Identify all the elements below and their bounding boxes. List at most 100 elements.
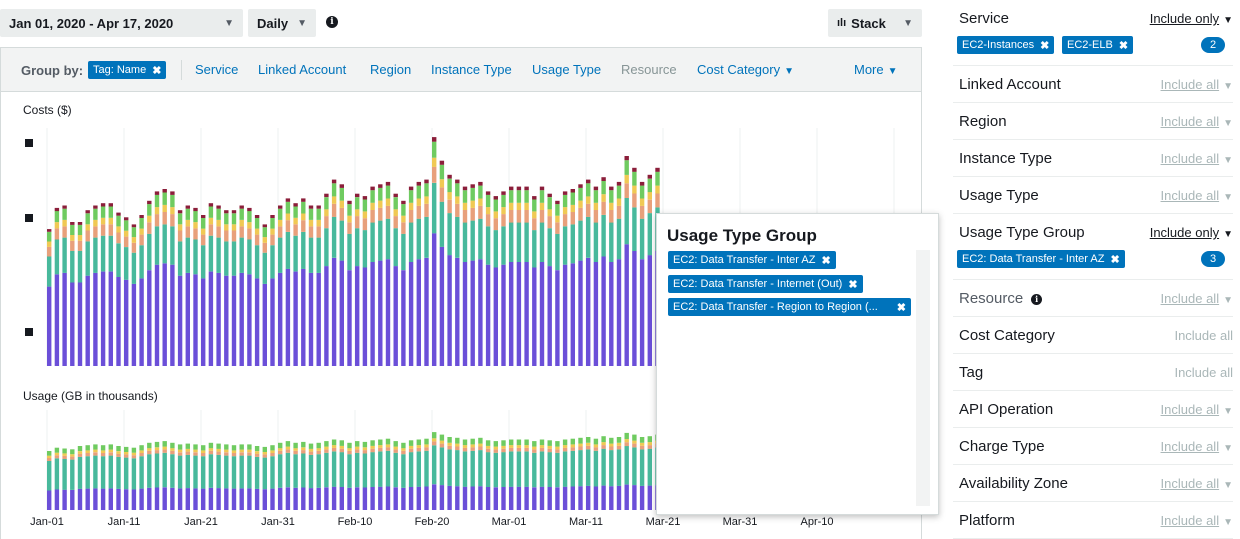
bar-segment[interactable] <box>432 233 437 366</box>
bar-segment[interactable] <box>393 209 398 217</box>
bar-segment[interactable] <box>308 208 314 220</box>
bar-segment[interactable] <box>47 241 52 247</box>
bar-segment[interactable] <box>224 224 229 231</box>
bar-segment[interactable] <box>485 440 491 446</box>
bar-segment[interactable] <box>239 488 244 510</box>
bar-segment[interactable] <box>308 272 314 366</box>
bar-segment[interactable] <box>154 207 160 215</box>
bar-segment[interactable] <box>201 450 206 453</box>
bar-segment[interactable] <box>616 181 622 186</box>
bar-segment[interactable] <box>408 190 414 203</box>
bar-segment[interactable] <box>570 450 575 487</box>
bar-segment[interactable] <box>93 444 98 450</box>
bar-segment[interactable] <box>339 184 344 188</box>
bar-segment[interactable] <box>293 442 298 449</box>
bar-segment[interactable] <box>147 270 152 366</box>
bar-segment[interactable] <box>100 203 106 207</box>
filter-mode-dropdown[interactable]: Include all ▼ <box>1161 151 1233 166</box>
bar-segment[interactable] <box>632 171 637 186</box>
bar-segment[interactable] <box>216 272 221 366</box>
bar-segment[interactable] <box>224 488 229 510</box>
bar-segment[interactable] <box>185 443 190 449</box>
bar-segment[interactable] <box>586 485 591 510</box>
bar-segment[interactable] <box>316 450 321 455</box>
bar-segment[interactable] <box>193 211 198 223</box>
bar-segment[interactable] <box>54 222 60 229</box>
bar-segment[interactable] <box>93 488 98 510</box>
filter-chip[interactable]: EC2-ELB ✖ <box>1062 36 1134 54</box>
bar-segment[interactable] <box>616 485 622 510</box>
bar-segment[interactable] <box>616 442 622 446</box>
bar-segment[interactable] <box>347 448 352 451</box>
bar-segment[interactable] <box>493 441 498 447</box>
bar-segment[interactable] <box>170 487 175 510</box>
bar-segment[interactable] <box>347 233 352 271</box>
bar-segment[interactable] <box>609 443 614 447</box>
bar-segment[interactable] <box>147 454 152 488</box>
bar-segment[interactable] <box>124 279 129 366</box>
bar-segment[interactable] <box>601 194 606 202</box>
bar-segment[interactable] <box>370 487 375 510</box>
bar-segment[interactable] <box>193 455 198 489</box>
bar-segment[interactable] <box>562 486 568 510</box>
bar-segment[interactable] <box>462 439 468 446</box>
bar-segment[interactable] <box>501 207 506 215</box>
bar-segment[interactable] <box>170 214 175 227</box>
bar-segment[interactable] <box>339 448 344 453</box>
bar-segment[interactable] <box>362 199 368 212</box>
bar-segment[interactable] <box>47 490 52 511</box>
bar-segment[interactable] <box>316 442 321 449</box>
bar-segment[interactable] <box>424 216 429 258</box>
bar-segment[interactable] <box>70 459 75 490</box>
bar-segment[interactable] <box>470 260 475 366</box>
bar-segment[interactable] <box>254 456 260 489</box>
bar-segment[interactable] <box>562 226 568 265</box>
bar-segment[interactable] <box>509 210 514 223</box>
filter-usage-type[interactable]: Usage Type Include all ▼ <box>953 177 1233 214</box>
bar-segment[interactable] <box>655 193 660 208</box>
bar-segment[interactable] <box>293 487 298 510</box>
bar-segment[interactable] <box>262 227 267 238</box>
bar-segment[interactable] <box>139 450 144 453</box>
bar-segment[interactable] <box>208 224 214 236</box>
bar-segment[interactable] <box>308 488 314 510</box>
bar-segment[interactable] <box>539 447 545 452</box>
bar-segment[interactable] <box>447 213 452 256</box>
bar-segment[interactable] <box>77 250 83 283</box>
bar-segment[interactable] <box>378 451 383 487</box>
bar-segment[interactable] <box>355 446 360 450</box>
bar-segment[interactable] <box>455 486 460 510</box>
bar-segment[interactable] <box>170 448 175 451</box>
bar-segment[interactable] <box>93 272 98 366</box>
bar-segment[interactable] <box>524 445 529 448</box>
bar-segment[interactable] <box>177 224 183 231</box>
bar-segment[interactable] <box>547 487 552 510</box>
bar-segment[interactable] <box>231 275 237 366</box>
bar-segment[interactable] <box>262 283 267 366</box>
bar-segment[interactable] <box>478 198 483 206</box>
bar-segment[interactable] <box>108 224 113 236</box>
filter-region[interactable]: Region Include all ▼ <box>953 103 1233 140</box>
bar-segment[interactable] <box>586 449 591 486</box>
bar-segment[interactable] <box>416 486 421 510</box>
bar-segment[interactable] <box>285 441 291 447</box>
bar-segment[interactable] <box>270 450 275 453</box>
bar-segment[interactable] <box>185 488 190 510</box>
bar-segment[interactable] <box>93 452 98 456</box>
bar-segment[interactable] <box>478 437 483 444</box>
bar-segment[interactable] <box>532 452 537 488</box>
bar-segment[interactable] <box>447 199 452 214</box>
bar-segment[interactable] <box>578 437 583 444</box>
bar-segment[interactable] <box>401 487 406 510</box>
bar-segment[interactable] <box>301 198 306 202</box>
bar-segment[interactable] <box>447 178 452 193</box>
bar-segment[interactable] <box>201 228 206 235</box>
bar-segment[interactable] <box>147 448 152 451</box>
bar-segment[interactable] <box>378 184 383 188</box>
bar-segment[interactable] <box>208 235 214 272</box>
bar-segment[interactable] <box>432 157 437 167</box>
bar-segment[interactable] <box>347 450 352 455</box>
bar-segment[interactable] <box>555 233 560 271</box>
bar-segment[interactable] <box>493 449 498 453</box>
bar-segment[interactable] <box>208 442 214 449</box>
